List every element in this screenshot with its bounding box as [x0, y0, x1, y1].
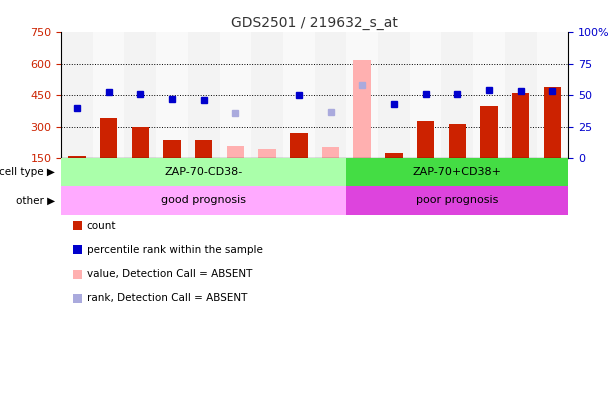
Bar — [315, 32, 346, 158]
Text: good prognosis: good prognosis — [161, 196, 246, 205]
Bar — [354, 60, 371, 158]
Bar — [322, 147, 339, 158]
Bar — [131, 126, 149, 158]
Bar — [188, 32, 219, 158]
Bar — [283, 32, 315, 158]
Bar — [346, 32, 378, 158]
Bar — [68, 156, 86, 158]
Bar — [544, 87, 561, 158]
Bar — [258, 149, 276, 158]
Text: rank, Detection Call = ABSENT: rank, Detection Call = ABSENT — [87, 294, 247, 303]
Bar — [410, 32, 441, 158]
Text: ZAP-70-CD38-: ZAP-70-CD38- — [164, 167, 243, 177]
Bar — [227, 147, 244, 158]
Bar — [378, 32, 410, 158]
Bar — [385, 153, 403, 158]
Bar — [93, 32, 125, 158]
Bar — [163, 140, 181, 158]
Text: percentile rank within the sample: percentile rank within the sample — [87, 245, 263, 255]
Text: poor prognosis: poor prognosis — [416, 196, 499, 205]
Bar — [125, 32, 156, 158]
Bar — [536, 32, 568, 158]
Bar — [480, 106, 498, 158]
Title: GDS2501 / 219632_s_at: GDS2501 / 219632_s_at — [231, 16, 398, 30]
Bar — [156, 32, 188, 158]
Bar — [61, 32, 93, 158]
Bar — [290, 133, 307, 158]
Bar — [512, 93, 529, 158]
Bar — [219, 32, 251, 158]
Bar — [505, 32, 536, 158]
Bar — [417, 122, 434, 158]
Text: cell type ▶: cell type ▶ — [0, 167, 55, 177]
Bar — [100, 118, 117, 158]
Bar — [473, 32, 505, 158]
Text: other ▶: other ▶ — [16, 196, 55, 205]
Text: count: count — [87, 221, 116, 230]
Bar — [441, 32, 473, 158]
Bar — [448, 124, 466, 158]
Text: value, Detection Call = ABSENT: value, Detection Call = ABSENT — [87, 269, 252, 279]
Text: ZAP-70+CD38+: ZAP-70+CD38+ — [413, 167, 502, 177]
Bar — [251, 32, 283, 158]
Bar — [195, 140, 213, 158]
